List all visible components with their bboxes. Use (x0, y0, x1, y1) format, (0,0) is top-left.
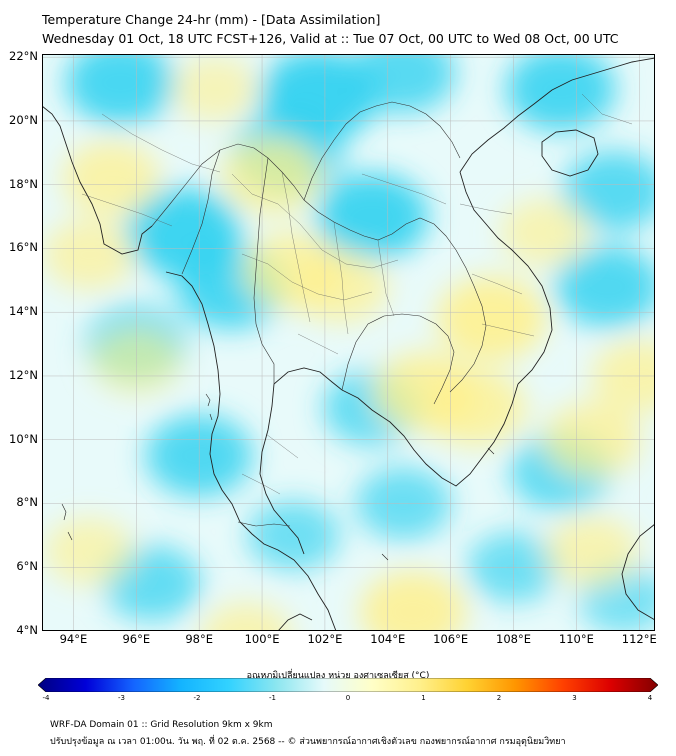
warming-area (436, 276, 547, 361)
latitude-label: 20°N (9, 112, 38, 127)
islands (61, 393, 495, 561)
colorbar-tick-label: 0 (345, 694, 351, 702)
coastline (42, 57, 655, 631)
colorbar-title: อุณหภูมิเปลี่ยนแปลง หน่วย องศาเซลเซียส (… (246, 671, 430, 681)
warming-area (171, 56, 259, 122)
warming-area (292, 250, 389, 324)
colorbar-tick-label: -1 (269, 694, 276, 702)
longitude-label: 102°E (307, 632, 343, 646)
latitude-label: 14°N (9, 304, 38, 319)
latitude-label: 16°N (9, 240, 38, 255)
warming-area (499, 198, 590, 267)
footer-credit: ปรับปรุงข้อมูล ณ เวลา 01:00น. วัน พฤ. ที… (50, 737, 566, 747)
cooling-area (554, 245, 655, 328)
colorbar-gradient (38, 678, 658, 692)
longitude-label: 106°E (433, 632, 469, 646)
cooling-area (247, 500, 340, 571)
colorbar (38, 678, 658, 692)
colorbar-tick-label: 3 (572, 694, 577, 702)
longitude-label: 104°E (370, 632, 406, 646)
longitude-label: 94°E (59, 632, 88, 646)
longitude-label: 100°E (244, 632, 280, 646)
map-frame (42, 54, 655, 631)
colorbar-tick-label: -4 (42, 694, 50, 702)
warming-area (61, 140, 161, 216)
warming-area (220, 136, 323, 214)
latitude-label: 12°N (9, 367, 38, 382)
cooling-area (505, 54, 616, 132)
longitude-label: 112°E (621, 632, 657, 646)
latitude-label: 10°N (9, 431, 38, 446)
map-title: Temperature Change 24-hr (mm) - [Data As… (42, 12, 381, 27)
map-panel (42, 54, 655, 631)
warming-area (42, 219, 136, 291)
warming-area (545, 516, 639, 587)
cooling-area (65, 54, 176, 126)
warming-area (200, 602, 292, 631)
colorbar-tick-label: 1 (421, 694, 426, 702)
country-borders (151, 101, 487, 527)
colorbar-tick-label: -2 (193, 694, 201, 702)
longitude-label: 110°E (558, 632, 594, 646)
colorbar-tick-label: -3 (118, 694, 125, 702)
temperature-change-map (42, 54, 655, 631)
warming-area (425, 369, 527, 447)
latitude-label: 6°N (16, 559, 38, 574)
map-subtitle: Wednesday 01 Oct, 18 UTC FCST+126, Valid… (42, 31, 619, 46)
longitude-label: 108°E (496, 632, 532, 646)
footer-model-info: WRF-DA Domain 01 :: Grid Resolution 9km … (50, 720, 273, 730)
colorbar-tick-label: 4 (647, 694, 653, 702)
latitude-label: 4°N (16, 623, 38, 637)
latitude-label: 18°N (9, 176, 38, 191)
province-borders (81, 93, 633, 495)
latitude-label: 22°N (9, 49, 38, 64)
longitude-label: 96°E (122, 632, 151, 646)
graticule (42, 54, 655, 631)
colorbar-tick-label: 2 (496, 694, 502, 702)
latitude-label: 8°N (16, 495, 38, 510)
cooling-area (351, 54, 456, 114)
warming-area (359, 570, 467, 631)
longitude-label: 98°E (185, 632, 213, 646)
cooling-area (315, 172, 429, 261)
warming-area (44, 517, 135, 586)
